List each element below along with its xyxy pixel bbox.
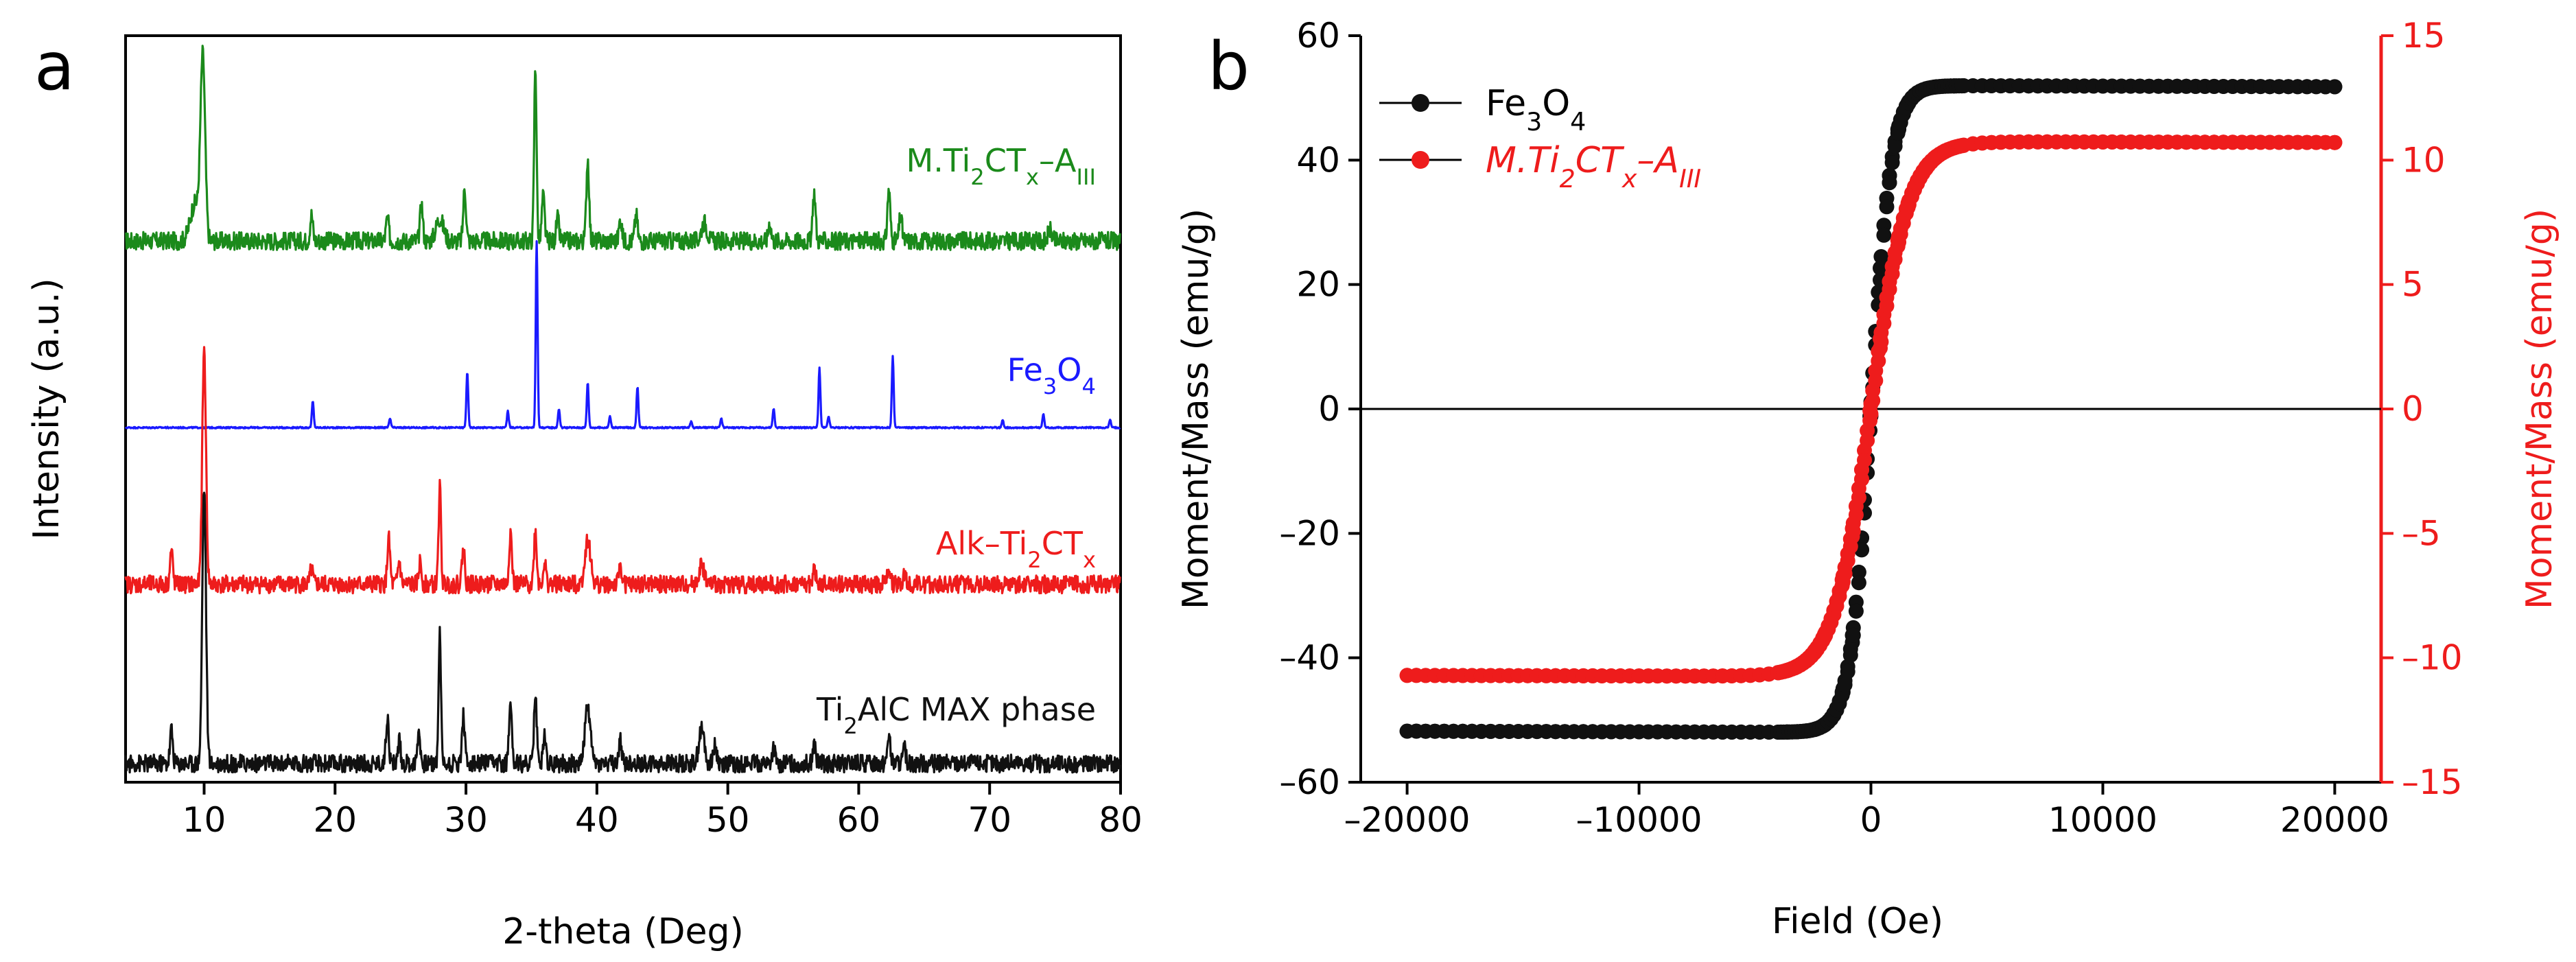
panel-b-data-point — [1851, 490, 1866, 505]
panel-b-legend-label: Fe3O4 — [1486, 83, 1586, 137]
panel-b-data-point — [1857, 452, 1872, 468]
panel-a-x-tick-label: 30 — [444, 800, 488, 840]
panel-a-x-ticks: 10 20 30 40 50 60 70 80 — [183, 782, 1143, 840]
panel-b-data-point — [1890, 238, 1906, 254]
panel-b-left-y-axis-title: Moment/Mass (emu/g) — [1175, 209, 1217, 609]
panel-b-data-point — [1834, 578, 1850, 594]
panel-b-x-tick-label: –20000 — [1344, 800, 1471, 840]
panel-b-data-point — [1848, 603, 1864, 619]
panel-b-data-point — [1837, 677, 1853, 692]
panel-b-right-y-tick-label: –10 — [2402, 638, 2463, 678]
panel-b-legend-label: M.Ti2CTx–AIII — [1486, 140, 1701, 193]
panel-b-data-point — [1887, 139, 1903, 154]
panel-b-data-point — [1882, 281, 1897, 297]
panel-b-data-point — [1862, 413, 1878, 428]
panel-b-series-points — [1399, 78, 2343, 740]
panel-b-data-point — [1879, 298, 1895, 314]
panel-a-series-line — [124, 45, 1121, 251]
panel-b-data-point — [1954, 138, 1969, 154]
panel-b-x-tick-label: 20000 — [2280, 800, 2389, 840]
panel-b-data-point — [1845, 627, 1861, 643]
panel-b-data-point — [1873, 249, 1889, 264]
panel-a-xrd-chart: a 10 20 30 40 50 60 70 80 M.Ti2CTx–AIII Fe3O4 Alk… — [26, 28, 1143, 952]
panel-b-data-point — [1840, 553, 1855, 569]
panel-a-x-tick-label: 40 — [575, 800, 619, 840]
panel-b-data-point — [1884, 155, 1900, 170]
panel-b-right-y-tick-label: –15 — [2402, 762, 2463, 802]
panel-a-x-tick-label: 60 — [837, 800, 881, 840]
panel-a-series-label: M.Ti2CTx–AIII — [906, 142, 1097, 190]
panel-b-x-tick-label: 0 — [1860, 800, 1882, 840]
panel-b-data-point — [1837, 566, 1853, 582]
panel-b-series — [1399, 78, 2343, 740]
panel-a-series — [124, 45, 1121, 774]
panel-a-label: a — [34, 28, 75, 105]
panel-b-data-point — [1884, 266, 1900, 282]
panel-b-axes: –20000 –10000 0 10000 20000 –60 –40 –20 0 20 40 60 –… — [1279, 16, 2462, 840]
panel-b-data-point — [1876, 316, 1892, 331]
panel-b-left-y-tick-label: –60 — [1279, 762, 1340, 802]
panel-b-left-y-tick-label: –20 — [1279, 513, 1340, 553]
panel-b-data-point — [1860, 433, 1875, 449]
panel-a-x-axis-title: 2-theta (Deg) — [502, 911, 744, 952]
panel-a-x-tick-label: 50 — [706, 800, 750, 840]
panel-b-right-y-tick-label: 0 — [2402, 389, 2424, 429]
panel-b-right-y-tick-label: –5 — [2402, 513, 2441, 553]
panel-a-x-tick-label: 80 — [1099, 800, 1143, 840]
panel-b-legend-marker — [1412, 94, 1429, 112]
panel-b-left-y-tick-label: 60 — [1296, 16, 1340, 56]
panel-b-x-tick-label: –10000 — [1576, 800, 1702, 840]
panel-b-data-point — [2327, 79, 2343, 95]
panel-b-right-y-axis-title: Moment/Mass (emu/g) — [2519, 209, 2560, 609]
panel-b-right-y-tick-label: 5 — [2402, 265, 2424, 305]
panel-b-data-point — [1876, 227, 1892, 243]
panel-a-series-labels: M.Ti2CTx–AIII Fe3O4 Alk–Ti2CTx Ti2AlC MAX p… — [816, 142, 1096, 739]
panel-b-data-point — [1879, 199, 1895, 215]
panel-b-x-tick-label: 10000 — [2048, 800, 2157, 840]
panel-b-left-y-tick-label: 40 — [1296, 140, 1340, 180]
panel-a-series-line — [124, 240, 1121, 430]
panel-b-data-point — [1868, 373, 1884, 388]
panel-a-series-label: Ti2AlC MAX phase — [816, 691, 1096, 739]
panel-b-x-axis-title: Field (Oe) — [1772, 901, 1943, 942]
panel-b-magnetization-chart: b –20000 –10000 0 10000 20000 –60 –40 –20 0 20 40 6… — [1175, 16, 2560, 942]
panel-b-label: b — [1208, 28, 1250, 105]
panel-b-data-point — [2327, 134, 2343, 150]
panel-a-series-line — [124, 491, 1121, 774]
panel-b-left-y-tick-label: –40 — [1279, 638, 1340, 678]
panel-a-series-line — [124, 346, 1121, 595]
panel-b-data-point — [1842, 648, 1858, 663]
panel-a-series-label: Fe3O4 — [1007, 351, 1096, 399]
panel-b-data-point — [1887, 252, 1903, 268]
panel-b-legend-marker — [1412, 151, 1429, 169]
panel-a-plot-frame — [124, 34, 1122, 784]
panel-b-data-point — [1851, 564, 1866, 580]
panel-b-data-point — [1845, 524, 1861, 539]
panel-b-data-point — [1871, 353, 1886, 369]
panel-b-right-y-tick-label: 15 — [2402, 16, 2446, 56]
panel-b-data-point — [1854, 471, 1869, 487]
panel-b-data-point — [1954, 78, 1969, 94]
panel-b-data-point — [1873, 260, 1889, 276]
panel-b-left-y-tick-label: 0 — [1318, 389, 1340, 429]
panel-a-x-tick-label: 10 — [183, 800, 226, 840]
panel-b-data-point — [1851, 575, 1866, 591]
panel-a-x-tick-label: 70 — [968, 800, 1011, 840]
panel-b-series-points — [1399, 134, 2343, 684]
panel-b-data-point — [1865, 392, 1881, 408]
panel-a-x-tick-label: 20 — [313, 800, 357, 840]
panel-b-right-y-tick-label: 10 — [2402, 140, 2446, 180]
panel-b-data-point — [1842, 539, 1858, 554]
panel-b-left-y-tick-label: 20 — [1296, 265, 1340, 305]
panel-a-y-axis-title: Intensity (a.u.) — [26, 278, 67, 539]
panel-b-data-point — [1848, 507, 1864, 523]
panel-b-data-point — [1882, 175, 1897, 191]
panel-b-data-point — [1840, 664, 1855, 679]
panel-a-series-label: Alk–Ti2CTx — [936, 525, 1096, 573]
panel-b-data-point — [1873, 334, 1889, 350]
